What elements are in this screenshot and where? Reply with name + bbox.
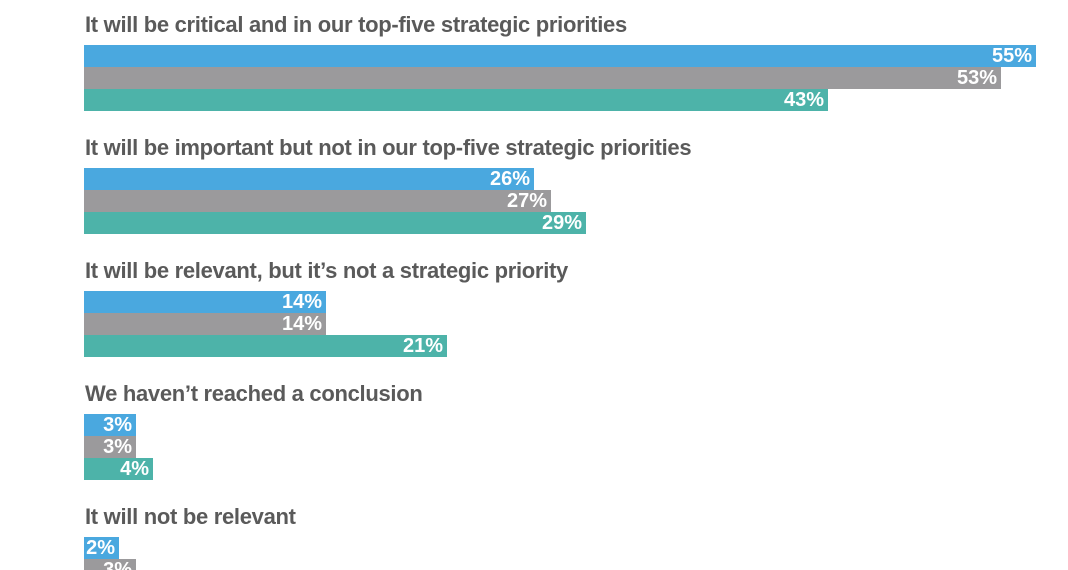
bar-series-1: 26% [84,168,534,190]
bar-series-1: 3% [84,414,136,436]
category-label: We haven’t reached a conclusion [85,381,423,406]
bar-series-3: 29% [84,212,586,234]
bar-value-label: 55% [991,45,1032,67]
bar-value-label: 3% [103,436,132,458]
bar-series-2: 3% [84,436,136,458]
bar-series-3: 43% [84,89,828,111]
bar-value-label: 3% [103,559,132,570]
bar-value-label: 26% [489,168,530,190]
bar-series-3: 4% [84,458,153,480]
bar-series-1: 2% [84,537,119,559]
bar-value-label: 4% [120,458,149,480]
bar-value-label: 29% [541,212,582,234]
category-label: It will be critical and in our top-five … [85,12,627,37]
bar-series-2: 53% [84,67,1001,89]
bar-value-label: 14% [281,313,322,335]
bar-value-label: 3% [103,414,132,436]
bar-value-label: 2% [86,537,115,559]
bar-series-1: 14% [84,291,326,313]
bar-value-label: 14% [281,291,322,313]
bar-value-label: 27% [506,190,547,212]
bar-series-3: 21% [84,335,447,357]
bar-series-2: 14% [84,313,326,335]
bar-value-label: 21% [402,335,443,357]
category-label: It will be relevant, but it’s not a stra… [85,258,568,283]
bar-value-label: 43% [783,89,824,111]
bar-series-1: 55% [84,45,1036,67]
bar-series-2: 3% [84,559,136,570]
category-label: It will not be relevant [85,504,296,529]
bar-value-label: 53% [956,67,997,89]
bar-series-2: 27% [84,190,551,212]
category-label: It will be important but not in our top-… [85,135,692,160]
